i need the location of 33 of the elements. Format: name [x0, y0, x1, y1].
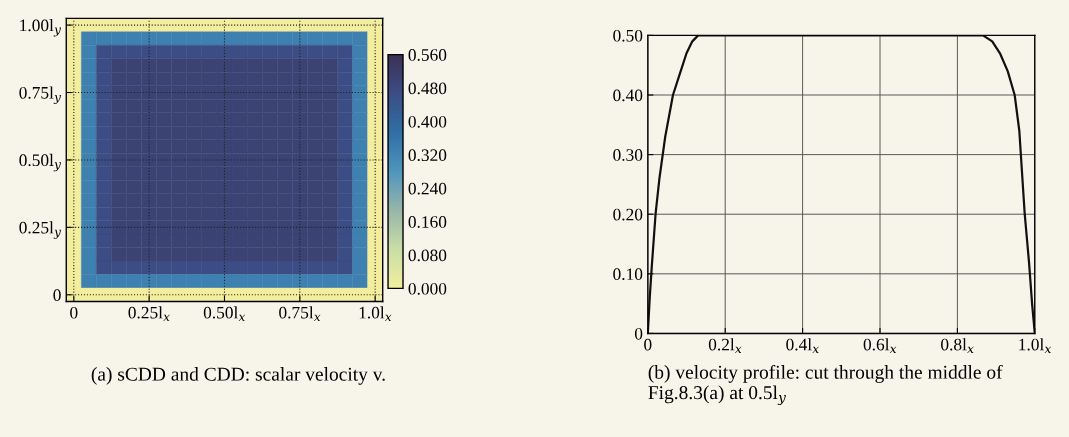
x-tick-label: 1.0l$_{x}$: [1019, 338, 1052, 353]
y-tick-label: 1.00l$_{y}$: [20, 19, 62, 37]
y-tick-label: 0.20: [613, 208, 643, 221]
y-tick-label: 0: [53, 289, 61, 301]
x-tick-label: 0.6l$_{x}$: [863, 338, 897, 353]
color-bar-label: 0.320: [408, 149, 447, 162]
y-tick-label: 0.25l$_{y}$: [19, 221, 62, 239]
x-tick-label: 0.2l$_{x}$: [708, 338, 742, 353]
color-bar-label: 0.160: [408, 216, 447, 228]
color-bar-label: 0.080: [408, 249, 447, 262]
color-bar-label: 0.480: [408, 82, 447, 95]
x-tick-label: 1.0l$_{x}$: [359, 306, 392, 322]
color-bar-label: 0.400: [408, 115, 447, 128]
x-tick-label: 0.25l$_{x}$: [128, 306, 170, 322]
x-tick-label: 0.75l$_{x}$: [279, 306, 321, 322]
y-tick-label: 0.40: [613, 89, 643, 102]
color-bar-label: 0.000: [408, 282, 447, 295]
x-tick-label: 0.8l$_{x}$: [941, 338, 974, 353]
y-tick-label: 0: [634, 327, 643, 340]
color-bar-label: 0.560: [408, 49, 447, 61]
x-tick-label: 0.4l$_{x}$: [786, 338, 819, 353]
line-series: [647, 35, 1035, 334]
text: (a) sCDD and CDD: scalar velocity v.: [91, 367, 385, 385]
x-tick-label: 0: [70, 306, 78, 319]
y-tick-label: 0.75l$_{y}$: [19, 86, 62, 104]
y-tick-label: 0.50: [613, 29, 643, 42]
x-tick-label: 0.50l$_{x}$: [203, 306, 246, 322]
y-tick-label: 0.10: [613, 268, 643, 281]
color-bar-label: 0.240: [408, 182, 447, 195]
text: (b) velocity profile: cut through the middle of Fig.8.3(a) at 0.5l$_{y}$: [648, 364, 1003, 406]
x-tick-label: 0: [644, 338, 652, 351]
y-tick-label: 0.30: [613, 149, 643, 161]
y-tick-label: 0.50l$_{y}$: [19, 153, 62, 172]
